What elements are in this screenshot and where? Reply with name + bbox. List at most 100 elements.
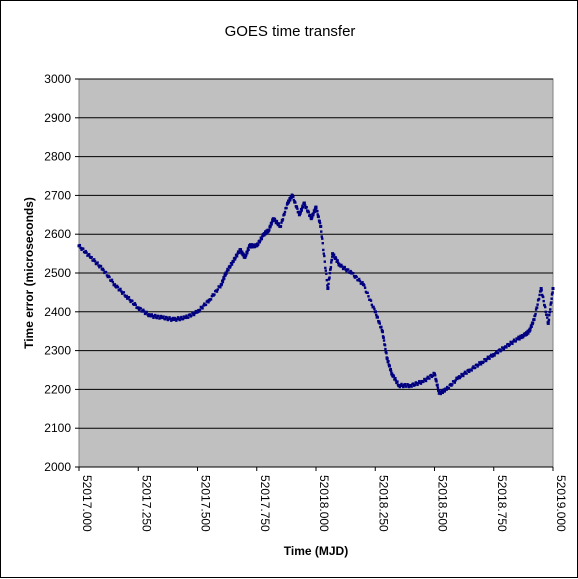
data-point xyxy=(321,237,324,240)
data-point xyxy=(190,314,193,317)
data-point xyxy=(449,382,452,386)
data-point xyxy=(383,343,387,347)
data-point xyxy=(116,286,120,289)
data-point xyxy=(436,386,440,389)
data-point xyxy=(496,351,500,355)
data-point xyxy=(329,266,333,269)
data-point xyxy=(394,376,397,380)
data-point xyxy=(400,382,403,386)
data-point xyxy=(142,308,145,311)
data-point xyxy=(277,222,281,225)
data-point xyxy=(434,378,438,381)
data-point xyxy=(87,253,91,256)
data-point xyxy=(547,318,551,322)
data-point xyxy=(544,310,547,314)
data-point xyxy=(90,256,93,259)
data-point xyxy=(192,312,195,315)
data-point xyxy=(227,268,230,272)
data-point xyxy=(223,277,226,280)
data-point xyxy=(239,248,243,251)
data-point xyxy=(325,272,328,275)
data-point xyxy=(329,268,332,271)
data-point xyxy=(260,237,264,241)
data-point xyxy=(444,387,448,391)
data-point xyxy=(192,313,196,317)
y-tick-label: 2900 xyxy=(44,111,71,125)
data-point xyxy=(152,316,155,319)
data-point xyxy=(132,303,136,306)
data-point xyxy=(488,357,491,360)
data-point xyxy=(546,316,549,319)
x-tick-label: 52018.500 xyxy=(436,475,450,532)
data-point xyxy=(263,233,266,237)
data-point xyxy=(164,318,167,321)
data-point xyxy=(147,314,150,318)
data-point xyxy=(108,275,111,279)
data-point xyxy=(550,297,553,300)
data-point xyxy=(338,263,342,267)
data-point xyxy=(230,263,234,266)
data-point xyxy=(264,232,268,236)
data-point xyxy=(92,259,95,262)
data-point xyxy=(512,338,516,341)
data-point xyxy=(470,369,473,372)
data-point xyxy=(203,302,206,305)
data-point xyxy=(169,317,172,321)
data-point xyxy=(443,390,447,393)
data-point xyxy=(312,211,315,215)
data-point xyxy=(551,291,554,294)
data-point xyxy=(268,228,271,232)
data-point xyxy=(113,283,117,287)
data-point xyxy=(352,275,356,278)
data-point xyxy=(323,260,327,263)
data-point xyxy=(229,265,232,268)
data-point xyxy=(82,247,85,250)
data-point xyxy=(507,344,511,348)
data-point xyxy=(305,206,308,209)
data-point xyxy=(415,381,418,385)
data-point xyxy=(533,314,537,318)
data-point xyxy=(541,295,545,299)
data-point xyxy=(538,293,541,297)
data-point xyxy=(498,348,501,351)
data-point xyxy=(401,385,405,389)
data-point xyxy=(303,204,307,207)
data-point xyxy=(542,299,545,303)
data-point xyxy=(548,310,552,314)
data-point xyxy=(520,336,523,340)
data-point xyxy=(345,269,348,273)
data-point xyxy=(325,278,329,282)
data-point xyxy=(178,318,181,322)
data-point xyxy=(332,253,336,257)
data-point xyxy=(425,377,429,380)
data-point xyxy=(390,372,394,376)
data-point xyxy=(456,376,460,380)
data-point xyxy=(508,343,512,346)
data-point xyxy=(136,306,140,310)
data-point xyxy=(240,250,244,253)
data-point xyxy=(549,303,552,306)
data-point xyxy=(511,342,514,346)
data-point xyxy=(330,258,334,262)
data-point xyxy=(376,316,379,319)
x-tick-label: 52017.000 xyxy=(80,475,94,532)
data-point xyxy=(243,255,247,259)
data-point xyxy=(186,316,190,319)
data-point xyxy=(340,263,343,267)
data-point xyxy=(287,201,291,204)
data-point xyxy=(141,310,144,313)
data-point xyxy=(416,383,419,387)
data-point xyxy=(209,298,213,301)
data-point xyxy=(358,279,362,283)
data-point xyxy=(349,269,352,273)
data-point xyxy=(439,392,442,396)
data-point xyxy=(197,310,201,313)
data-point xyxy=(441,391,444,395)
data-point xyxy=(384,347,387,351)
data-point xyxy=(312,213,315,217)
data-point xyxy=(544,305,547,309)
data-point xyxy=(343,265,346,269)
data-point xyxy=(137,308,141,311)
data-point xyxy=(412,382,415,385)
data-point xyxy=(322,252,325,255)
